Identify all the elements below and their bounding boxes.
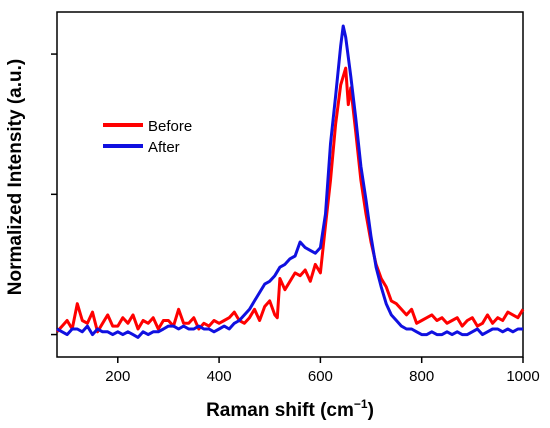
x-axis-title-superscript: −1 [354,397,368,411]
plot-frame [56,11,524,358]
y-axis [51,53,57,336]
x-axis-title: Raman shift (cm−1) [206,397,374,421]
x-tick-label: 200 [105,368,130,385]
x-axis-title-close: ) [368,400,374,421]
x-tick-label: 400 [207,368,232,385]
x-tick-label: 600 [308,368,333,385]
x-tick-label: 800 [409,368,434,385]
legend: Before After [103,118,192,156]
series-line-after [56,24,523,339]
legend-label-after: After [148,139,180,156]
legend-label-before: Before [148,118,192,135]
y-axis-title: Normalized Intensity (a.u.) [5,59,26,295]
series-line-before [55,66,525,334]
x-tick-label: 1000 [506,368,539,385]
series-layer [55,24,525,339]
x-axis: 200 400 600 800 1000 [105,357,540,385]
